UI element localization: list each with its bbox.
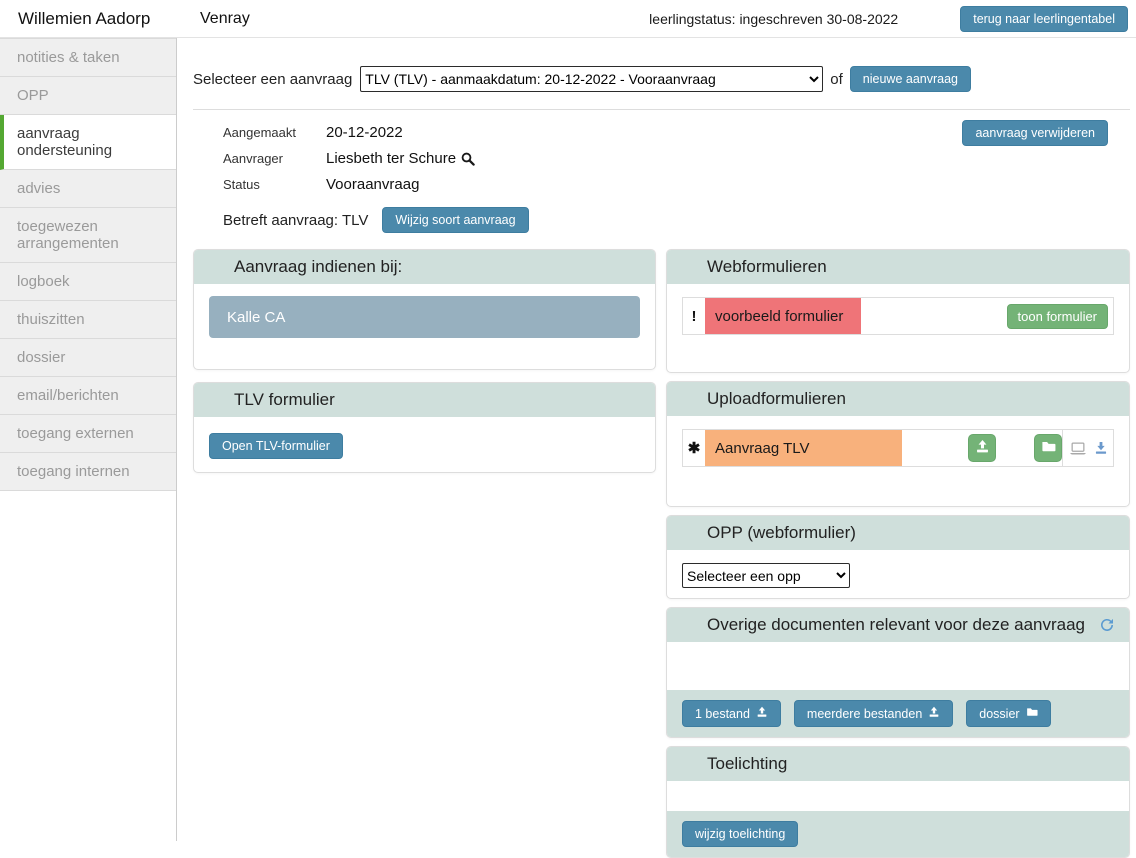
explanation-text	[667, 781, 1129, 811]
edit-explanation-button[interactable]: wijzig toelichting	[682, 821, 799, 847]
webform-row: ! voorbeeld formulier toon formulier	[682, 297, 1114, 335]
other-documents-list	[667, 642, 1129, 690]
webforms-panel: Webformulieren ! voorbeeld formulier too…	[666, 249, 1130, 373]
sidebar-item-toegang-internen[interactable]: toegang internen	[0, 453, 176, 491]
explanation-panel-title: Toelichting	[667, 747, 1129, 781]
upload-file-button[interactable]	[968, 434, 996, 462]
sidebar-item-opp[interactable]: OPP	[0, 77, 176, 115]
alert-exclamation-icon: !	[691, 307, 697, 325]
delete-request-button[interactable]: aanvraag verwijderen	[962, 120, 1108, 146]
opp-webform-panel: OPP (webformulier) Selecteer een opp	[666, 515, 1130, 599]
tlv-form-panel-title: TLV formulier	[194, 383, 655, 417]
uploadform-name: Aanvraag TLV	[705, 430, 902, 466]
school-name: Venray	[200, 9, 250, 27]
folder-icon	[1026, 706, 1038, 721]
upload-multiple-files-button[interactable]: meerdere bestanden	[793, 700, 954, 727]
student-name: Willemien Aadorp	[18, 8, 151, 28]
upload-one-file-button[interactable]: 1 bestand	[682, 700, 781, 727]
open-folder-button[interactable]	[1034, 434, 1062, 462]
uploadform-icon-cell	[1062, 430, 1114, 466]
request-selector-row: Selecteer een aanvraag TLV (TLV) - aanma…	[193, 66, 1130, 92]
folder-icon	[1041, 439, 1056, 457]
sidebar-item-notities-taken[interactable]: notities & taken	[0, 38, 176, 77]
new-request-button[interactable]: nieuwe aanvraag	[849, 66, 972, 92]
status-value: Vooraanvraag	[326, 176, 420, 193]
sidebar-item-aanvraag-ondersteuning[interactable]: aanvraag ondersteuning	[0, 115, 176, 170]
webform-name: voorbeeld formulier	[705, 298, 861, 334]
opp-select[interactable]: Selecteer een opp	[682, 563, 850, 588]
sidebar-item-thuiszitten[interactable]: thuiszitten	[0, 301, 176, 339]
tlv-form-panel: TLV formulier Open TLV-formulier	[193, 382, 656, 473]
divider	[193, 109, 1130, 110]
other-documents-panel-title: Overige documenten relevant voor deze aa…	[707, 615, 1086, 634]
sidebar-item-logboek[interactable]: logboek	[0, 263, 176, 301]
submit-target-button[interactable]: Kalle CA	[209, 296, 640, 338]
webforms-panel-title: Webformulieren	[667, 250, 1129, 284]
requester-name: Liesbeth ter Schure	[326, 150, 457, 167]
request-details: Aangemaakt 20-12-2022 Aanvrager Liesbeth…	[193, 110, 1130, 233]
sidebar-item-email-berichten[interactable]: email/berichten	[0, 377, 176, 415]
other-documents-actions: 1 bestand meerdere bestanden	[667, 690, 1129, 737]
main-content: Selecteer een aanvraag TLV (TLV) - aanma…	[177, 38, 1136, 858]
opp-webform-panel-title: OPP (webformulier)	[667, 516, 1129, 550]
sidebar-item-toegang-externen[interactable]: toegang externen	[0, 415, 176, 453]
open-tlv-form-button[interactable]: Open TLV-formulier	[209, 433, 343, 459]
other-documents-panel: Overige documenten relevant voor deze aa…	[666, 607, 1130, 738]
explanation-panel: Toelichting wijzig toelichting	[666, 746, 1130, 858]
sidebar: notities & taken OPP aanvraag ondersteun…	[0, 38, 177, 841]
laptop-icon[interactable]	[1069, 441, 1087, 455]
back-to-student-table-button[interactable]: terug naar leerlingentabel	[960, 5, 1128, 32]
concerns-request-text: Betreft aanvraag: TLV	[223, 211, 369, 229]
submit-to-panel: Aanvraag indienen bij: Kalle CA	[193, 249, 656, 370]
student-status: leerlingstatus: ingeschreven 30-08-2022	[649, 10, 899, 27]
submit-to-panel-title: Aanvraag indienen bij:	[194, 250, 655, 284]
request-select-label: Selecteer een aanvraag	[193, 70, 353, 88]
dossier-button[interactable]: dossier	[966, 700, 1051, 727]
change-request-type-button[interactable]: Wijzig soort aanvraag	[382, 207, 529, 233]
sidebar-item-advies[interactable]: advies	[0, 170, 176, 208]
uploadform-row: ✱ Aanvraag TLV	[682, 429, 1114, 467]
refresh-icon[interactable]	[1099, 617, 1115, 633]
status-label: Status	[223, 177, 260, 192]
created-value: 20-12-2022	[326, 124, 403, 141]
uploadforms-panel: Uploadformulieren ✱ Aanvraag TLV	[666, 381, 1130, 507]
requester-value: Liesbeth ter Schure	[326, 150, 475, 167]
upload-icon	[975, 439, 990, 457]
top-bar: Willemien Aadorp Venray leerlingstatus: …	[0, 0, 1136, 38]
requester-label: Aanvrager	[223, 151, 283, 166]
download-icon[interactable]	[1094, 441, 1108, 455]
upload-icon	[756, 706, 768, 721]
upload-icon	[928, 706, 940, 721]
or-text: of	[830, 70, 843, 88]
created-label: Aangemaakt	[223, 125, 296, 140]
search-icon[interactable]	[461, 152, 475, 166]
required-asterisk-icon: ✱	[687, 440, 701, 457]
show-form-button[interactable]: toon formulier	[1006, 303, 1109, 329]
uploadforms-panel-title: Uploadformulieren	[667, 382, 1129, 416]
sidebar-item-toegewezen-arrangementen[interactable]: toegewezen arrangementen	[0, 208, 176, 263]
request-select[interactable]: TLV (TLV) - aanmaakdatum: 20-12-2022 - V…	[360, 66, 824, 92]
sidebar-item-dossier[interactable]: dossier	[0, 339, 176, 377]
